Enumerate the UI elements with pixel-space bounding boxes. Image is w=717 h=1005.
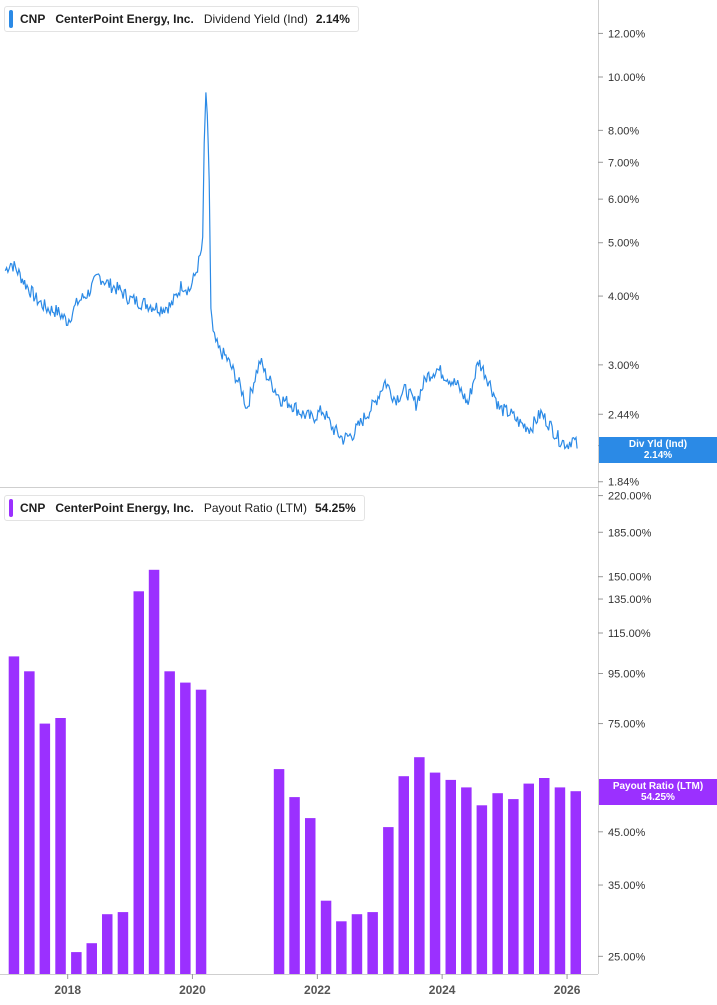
y-tick-label: 5.00% <box>608 238 639 250</box>
payout-bar <box>429 772 441 974</box>
legend-company: CenterPoint Energy, Inc. <box>55 12 194 26</box>
payout-bar <box>305 818 316 974</box>
payout-bar <box>117 912 129 974</box>
x-axis-ticks: 2018 2020 2022 2024 2026 <box>54 974 581 997</box>
payout-bar <box>539 778 550 974</box>
payout-bar <box>445 779 456 974</box>
legend-value: 54.25% <box>314 501 356 515</box>
y-tick-label: 75.00% <box>608 719 646 731</box>
payout-bar <box>164 671 175 974</box>
payout-bar <box>273 769 285 974</box>
payout-bar <box>102 914 113 974</box>
y-tick-label: 115.00% <box>608 628 651 640</box>
x-tick-label: 2018 <box>54 983 81 997</box>
bottom-legend[interactable]: CNP CenterPoint Energy, Inc. Payout Rati… <box>4 495 365 521</box>
payout-bar <box>523 783 534 974</box>
payout-bar <box>398 776 409 974</box>
payout-bar <box>148 569 160 974</box>
payout-ratio-bars <box>8 569 581 974</box>
payout-bar <box>554 787 566 974</box>
y-tick-label: 220.00% <box>608 491 652 503</box>
legend-company: CenterPoint Energy, Inc. <box>55 501 194 515</box>
payout-bar <box>180 682 191 974</box>
legend-metric: Dividend Yield (Ind) <box>203 12 308 26</box>
top-y-axis-ticks: 12.00% 10.00% 8.00% 7.00% 6.00% 5.00% 4.00% 3.0… <box>598 28 646 489</box>
y-tick-label: 135.00% <box>608 594 652 606</box>
y-tick-label: 12.00% <box>608 28 646 40</box>
x-tick-label: 2022 <box>304 983 331 997</box>
x-tick-label: 2024 <box>429 983 456 997</box>
y-tick-label: 10.00% <box>608 72 646 84</box>
payout-bar <box>320 900 332 974</box>
y-tick-label: 8.00% <box>608 125 639 137</box>
flag-value: 2.14% <box>643 450 673 461</box>
payout-bar <box>8 656 20 974</box>
payout-bar <box>492 793 503 974</box>
payout-bar <box>289 797 300 974</box>
x-tick-label: 2026 <box>554 983 581 997</box>
payout-bar <box>383 827 394 974</box>
y-tick-label: 95.00% <box>608 668 646 680</box>
y-tick-label: 4.00% <box>608 291 639 303</box>
y-tick-label: 185.00% <box>608 527 652 539</box>
payout-bar <box>86 943 97 974</box>
payout-bar <box>476 805 488 974</box>
y-tick-label: 1.84% <box>608 477 639 489</box>
flag-label: Div Yld (Ind) <box>628 439 688 450</box>
x-tick-label: 2020 <box>179 983 206 997</box>
payout-bar <box>71 952 82 974</box>
payout-bar <box>508 799 519 974</box>
y-tick-label: 45.00% <box>608 827 646 839</box>
y-tick-label: 3.00% <box>608 360 639 372</box>
flag-value: 54.25% <box>641 792 675 803</box>
legend-ticker: CNP <box>20 12 46 26</box>
current-yield-flag: Div Yld (Ind) 2.14% <box>599 437 717 463</box>
payout-bar <box>570 791 581 974</box>
payout-bar <box>195 689 207 974</box>
legend-ticker: CNP <box>20 501 46 515</box>
payout-bar <box>133 591 144 974</box>
bottom-y-axis-ticks: 220.00% 185.00% 150.00% 135.00% 115.00% 95.00… <box>598 491 652 963</box>
payout-bar <box>24 671 35 974</box>
dividend-yield-line <box>4 92 578 450</box>
y-tick-label: 35.00% <box>608 880 646 892</box>
payout-bar <box>367 912 378 974</box>
current-payout-flag: Payout Ratio (LTM) 54.25% <box>599 779 717 805</box>
legend-color-swatch <box>9 10 13 28</box>
y-tick-label: 7.00% <box>608 157 639 169</box>
payout-bar <box>461 787 472 974</box>
y-tick-label: 150.00% <box>608 572 652 584</box>
y-tick-label: 6.00% <box>608 194 639 206</box>
payout-bar <box>39 723 51 974</box>
legend-metric: Payout Ratio (LTM) <box>203 501 307 515</box>
y-tick-label: 25.00% <box>608 951 646 963</box>
y-tick-label: 2.44% <box>608 409 639 421</box>
payout-bar <box>55 718 66 974</box>
payout-bar <box>351 914 363 974</box>
payout-bar <box>414 757 425 974</box>
top-legend[interactable]: CNP CenterPoint Energy, Inc. Dividend Yi… <box>4 6 359 32</box>
flag-label: Payout Ratio (LTM) <box>612 781 704 792</box>
legend-value: 2.14% <box>315 12 350 26</box>
legend-color-swatch <box>9 499 13 517</box>
payout-bar <box>336 921 347 974</box>
